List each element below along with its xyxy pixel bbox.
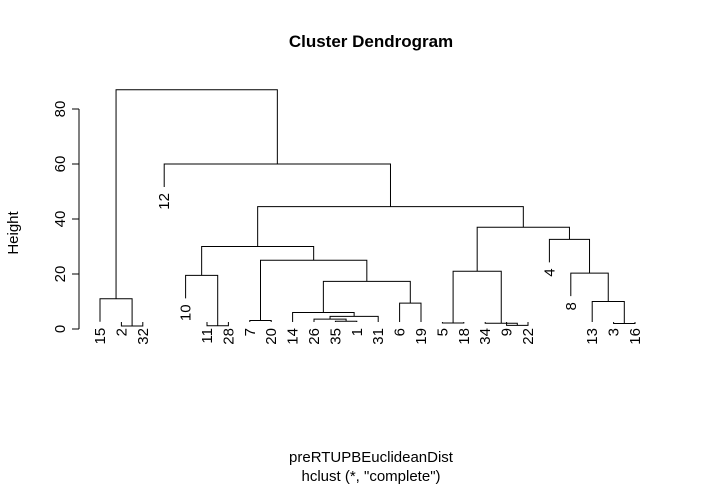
merge-path xyxy=(476,226,570,272)
leaf-label: 9 xyxy=(499,328,516,336)
merge-path xyxy=(399,302,422,322)
y-tick-label: 80 xyxy=(52,101,69,118)
y-tick-label: 20 xyxy=(52,266,69,283)
merge-path xyxy=(591,301,625,324)
merge-link xyxy=(591,301,625,324)
leaf-label: 11 xyxy=(199,328,216,344)
merge-link xyxy=(249,319,272,322)
leaf-label: 2 xyxy=(113,328,130,336)
merge-path xyxy=(115,89,278,299)
merge-path xyxy=(257,206,524,247)
leaf-label: 4 xyxy=(541,268,558,276)
chart-title: Cluster Dendrogram xyxy=(289,32,453,51)
leaf-label: 7 xyxy=(242,328,259,336)
leaf-label: 20 xyxy=(263,328,280,345)
merge-path xyxy=(334,320,358,322)
merge-path xyxy=(163,163,391,207)
merge-link xyxy=(260,259,368,321)
dendrogram-links xyxy=(99,89,636,327)
leaf-label: 34 xyxy=(477,328,494,345)
leaf-label: 10 xyxy=(178,304,195,321)
merge-link xyxy=(99,298,133,326)
leaf-label: 6 xyxy=(392,328,409,336)
merge-link xyxy=(476,226,570,272)
merge-path xyxy=(201,246,315,276)
leaf-label: 14 xyxy=(285,328,302,345)
x-axis-label: preRTUPBEuclideanDist xyxy=(289,449,454,466)
leaf-label: 12 xyxy=(156,193,173,210)
leaf-label: 13 xyxy=(584,328,601,345)
leaf-label: 8 xyxy=(563,302,580,310)
leaf-label: 31 xyxy=(370,328,387,345)
y-axis-label: Height xyxy=(5,210,22,254)
leaf-label: 1 xyxy=(349,328,366,336)
leaf-label: 22 xyxy=(520,328,537,345)
method-subtitle: hclust (*, "complete") xyxy=(301,468,440,485)
merge-link xyxy=(399,302,422,322)
leaf-label: 32 xyxy=(135,328,152,345)
merge-path xyxy=(322,280,411,313)
merge-path xyxy=(260,259,368,321)
leaf-label: 16 xyxy=(627,328,644,345)
merge-link xyxy=(115,89,278,299)
merge-link xyxy=(570,272,609,302)
merge-link xyxy=(257,206,524,247)
leaf-label: 5 xyxy=(434,328,451,336)
merge-path xyxy=(249,319,272,322)
merge-path xyxy=(452,270,502,324)
merge-link xyxy=(201,246,315,276)
leaf-label: 19 xyxy=(413,328,430,345)
y-tick-label: 40 xyxy=(52,211,69,228)
leaf-label: 26 xyxy=(306,328,323,345)
merge-path xyxy=(570,272,609,302)
merge-path xyxy=(99,298,133,326)
leaf-label: 28 xyxy=(220,328,237,345)
leaf-label: 35 xyxy=(327,328,344,345)
merge-link xyxy=(322,280,411,313)
y-tick-label: 60 xyxy=(52,156,69,173)
merge-path xyxy=(548,238,591,274)
leaf-label: 3 xyxy=(606,328,623,336)
merge-link xyxy=(292,312,355,322)
merge-link xyxy=(548,238,591,274)
y-axis: 0 20 40 60 80 xyxy=(52,101,80,333)
merge-link xyxy=(334,320,358,322)
leaf-label: 15 xyxy=(92,328,109,345)
merge-link xyxy=(452,270,502,324)
merge-link xyxy=(163,163,391,207)
y-tick-label: 0 xyxy=(52,325,69,333)
merge-path xyxy=(292,312,355,322)
leaf-label: 18 xyxy=(456,328,473,345)
